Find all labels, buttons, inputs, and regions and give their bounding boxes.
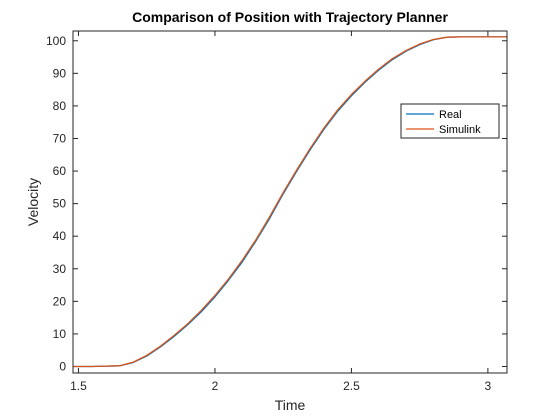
plot-area: [73, 31, 507, 373]
x-tick-label: 2.5: [343, 379, 360, 393]
x-axis-ticks: 1.5 2 2.5 3: [70, 31, 492, 393]
y-tick-label: 60: [53, 164, 67, 178]
legend-box: [400, 103, 500, 139]
x-tick-label: 2: [212, 379, 219, 393]
axes-box: [72, 30, 508, 374]
legend-label-real: Real: [439, 109, 462, 121]
x-tick-label: 3: [485, 379, 492, 393]
y-tick-label: 70: [53, 131, 67, 145]
x-tick-label: 1.5: [70, 379, 87, 393]
y-tick-label: 30: [53, 262, 67, 276]
series-lines: [73, 36, 507, 368]
y-tick-label: 10: [53, 327, 67, 341]
y-tick-label: 90: [53, 66, 67, 80]
y-axis-label: Velocity: [25, 178, 41, 226]
legend-label-simulink: Simulink: [439, 124, 481, 136]
chart-title: Comparison of Position with Trajectory P…: [132, 9, 448, 25]
y-tick-label: 40: [53, 229, 67, 243]
series-line-simulink: [73, 36, 507, 368]
y-tick-label: 80: [53, 99, 67, 113]
y-tick-label: 100: [46, 34, 66, 48]
x-axis-label: Time: [275, 397, 306, 413]
y-tick-label: 20: [53, 294, 67, 308]
y-tick-label: 50: [53, 197, 67, 211]
y-tick-label: 0: [59, 359, 66, 373]
legend: Real Simulink: [400, 103, 500, 139]
